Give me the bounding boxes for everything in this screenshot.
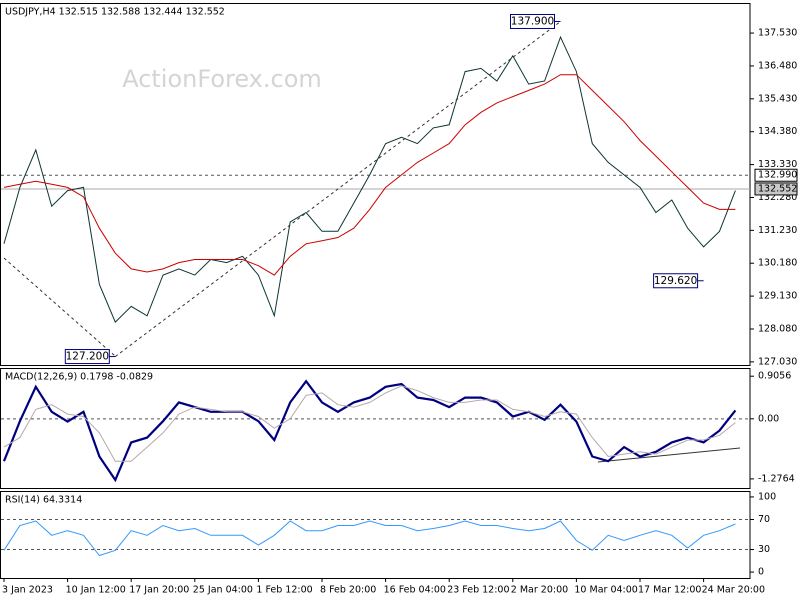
- y-tick-label: -1.2764: [758, 473, 795, 484]
- x-tick-label: 10 Jan 12:00: [66, 585, 126, 596]
- annotation-label: 137.900: [511, 15, 554, 27]
- y-tick-label: 30: [758, 544, 770, 555]
- annotation-label: 127.200: [66, 351, 109, 363]
- watermark: ActionForex.com: [122, 65, 322, 93]
- annotation-box: [510, 13, 555, 29]
- panel-title: RSI(14) 64.3314: [5, 495, 82, 506]
- x-tick-label: 2 Mar 20:00: [511, 585, 568, 596]
- x-tick-label: 17 Jan 20:00: [129, 585, 189, 596]
- y-tick-label: 127.030: [758, 356, 797, 367]
- y-tick-label: 100: [758, 491, 776, 502]
- annotation-label: 129.620: [654, 275, 697, 287]
- y-tick-label: 129.130: [758, 291, 797, 302]
- x-tick-label: 3 Jan 2023: [2, 585, 53, 596]
- series-line: [2, 379, 737, 483]
- x-tick-label: 1 Feb 12:00: [256, 585, 312, 596]
- y-tick-label: 137.530: [758, 28, 797, 39]
- annotation-box: [64, 349, 110, 365]
- annotation-box: [653, 273, 699, 289]
- x-tick-label: 8 Feb 20:00: [320, 585, 376, 596]
- divergence-line: [597, 447, 741, 463]
- series-line: [3, 35, 736, 323]
- panel-frame: [0, 368, 751, 489]
- series-line: [3, 74, 736, 276]
- x-tick-label: 25 Jan 04:00: [193, 585, 253, 596]
- trend-line: [114, 21, 561, 357]
- x-tick-label: 24 Mar 20:00: [702, 585, 765, 596]
- x-tick-label: 17 Mar 12:00: [638, 585, 701, 596]
- panel-title: USDJPY,H4 132.515 132.588 132.444 132.55…: [5, 7, 225, 18]
- last-price-label: 132.552: [758, 183, 797, 194]
- y-tick-label: 130.180: [758, 258, 797, 269]
- x-tick-label: 16 Feb 04:00: [384, 585, 446, 596]
- y-tick-label: 133.330: [758, 159, 797, 170]
- y-tick-label: 136.480: [758, 60, 797, 71]
- y-tick-label: 132.280: [758, 192, 797, 203]
- trend-line: [3, 257, 116, 357]
- series-line: [3, 520, 736, 557]
- y-tick-label: 70: [758, 514, 770, 525]
- level-box: [754, 168, 798, 182]
- y-tick-label: 0: [758, 567, 764, 578]
- y-tick-label: 131.230: [758, 225, 797, 236]
- panel-title: MACD(12,26,9) 0.1798 -0.0829: [5, 372, 153, 383]
- panel-frame: [0, 491, 751, 579]
- level-label: 132.990: [758, 170, 797, 181]
- y-tick-label: 0.9056: [758, 371, 791, 382]
- x-tick-label: 23 Feb 12:00: [447, 585, 509, 596]
- series-line: [3, 385, 736, 462]
- y-tick-label: 128.080: [758, 323, 797, 334]
- y-tick-label: 0.00: [758, 413, 779, 424]
- x-tick-label: 10 Mar 04:00: [574, 585, 637, 596]
- y-tick-label: 134.380: [758, 126, 797, 137]
- panel-frame: [0, 3, 751, 366]
- last-price-box: [754, 182, 798, 196]
- y-tick-label: 135.430: [758, 93, 797, 104]
